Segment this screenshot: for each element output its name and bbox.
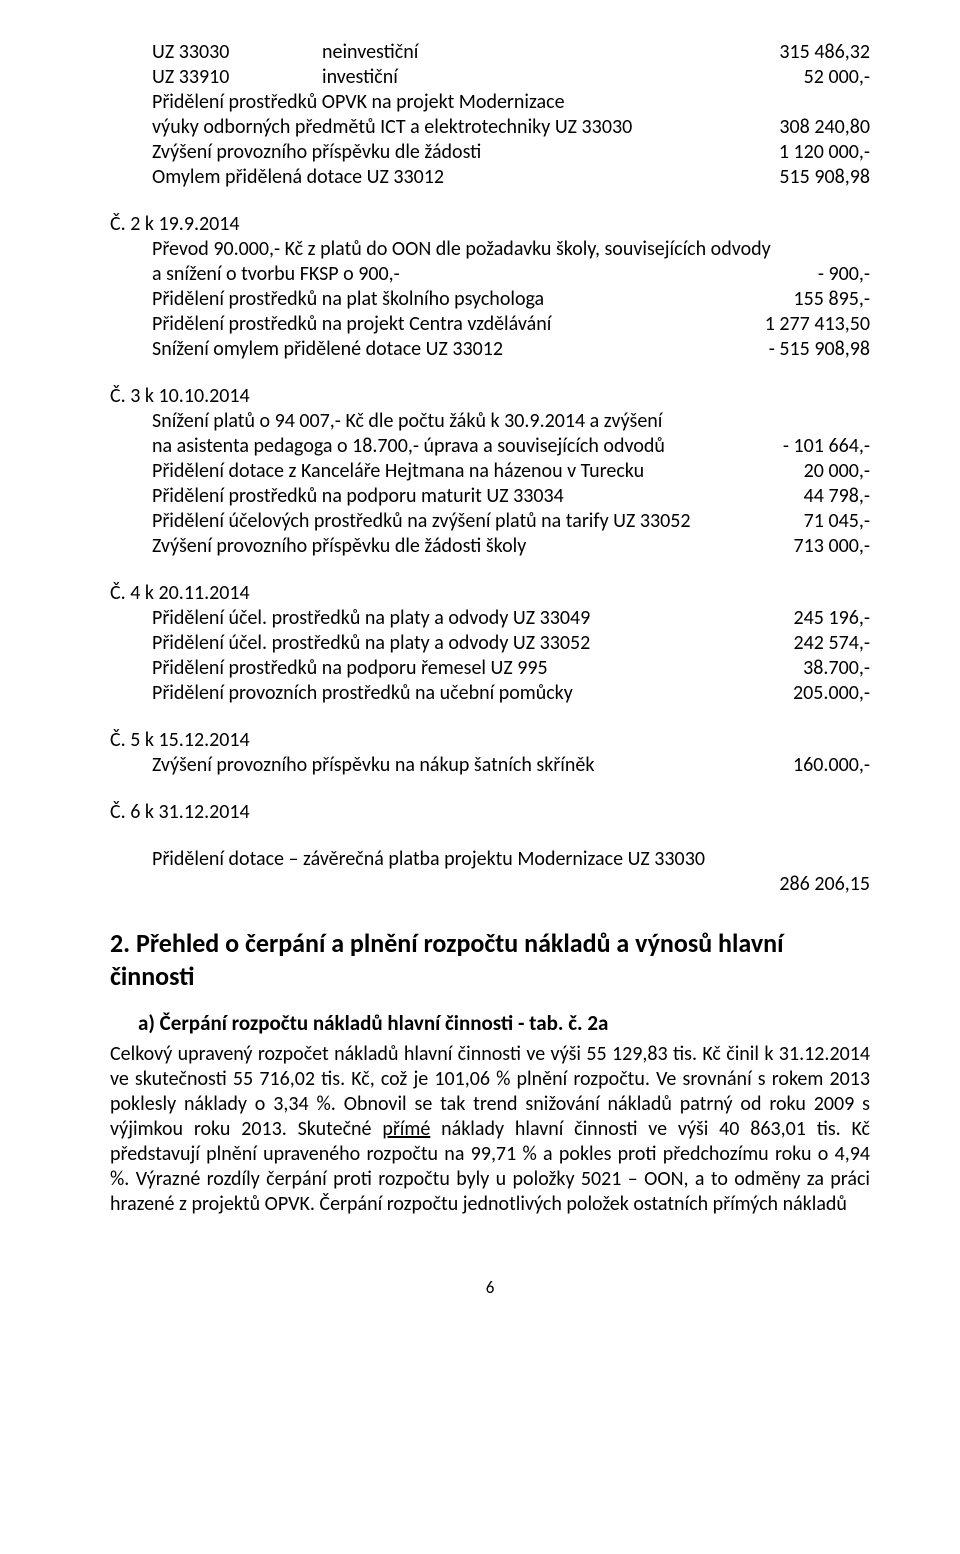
label: výuky odborných předmětů ICT a elektrote… xyxy=(152,115,759,140)
label: Omylem přidělená dotace UZ 33012 xyxy=(152,165,759,190)
label: UZ 33030 xyxy=(152,40,322,65)
label: a snížení o tvorbu FKSP o 900,- xyxy=(152,262,798,287)
value: 205.000,- xyxy=(773,681,870,706)
label xyxy=(152,872,759,897)
label: investiční xyxy=(322,65,784,90)
value: 44 798,- xyxy=(784,484,870,509)
section-c4-head: Č. 4 k 20.11.2014 xyxy=(110,581,870,606)
value: 52 000,- xyxy=(784,65,870,90)
value: 245 196,- xyxy=(774,606,870,631)
section-c3-head: Č. 3 k 10.10.2014 xyxy=(110,384,870,409)
label: neinvestiční xyxy=(322,40,759,65)
text-row: Přidělení prostředků na plat školního ps… xyxy=(152,287,870,312)
label: Přidělení dotace z Kanceláře Hejtmana na… xyxy=(152,459,784,484)
label: Zvýšení provozního příspěvku na nákup ša… xyxy=(152,753,773,778)
text-line: Snížení platů o 94 007,- Kč dle počtu žá… xyxy=(152,409,870,434)
section-2-title: 2. Přehled o čerpání a plnění rozpočtu n… xyxy=(110,927,870,992)
text-row: na asistenta pedagoga o 18.700,- úprava … xyxy=(152,434,870,459)
label: Přidělení prostředků na podporu maturit … xyxy=(152,484,784,509)
value: 71 045,- xyxy=(784,509,870,534)
value: 38.700,- xyxy=(783,656,870,681)
value: - 515 908,98 xyxy=(749,337,870,362)
label: Přidělení prostředků na podporu řemesel … xyxy=(152,656,783,681)
section-c6-head: Č. 6 k 31.12.2014 xyxy=(110,800,870,825)
label: Přidělení prostředků na plat školního ps… xyxy=(152,287,774,312)
value: 286 206,15 xyxy=(759,872,870,897)
text-row: výuky odborných předmětů ICT a elektrote… xyxy=(152,115,870,140)
value: 160.000,- xyxy=(773,753,870,778)
value: - 900,- xyxy=(798,262,870,287)
text-row: a snížení o tvorbu FKSP o 900,- - 900,- xyxy=(152,262,870,287)
text-row: Omylem přidělená dotace UZ 33012 515 908… xyxy=(152,165,870,190)
text-row: Přidělení prostředků na projekt Centra v… xyxy=(152,312,870,337)
value: - 101 664,- xyxy=(763,434,870,459)
text-row: Zvýšení provozního příspěvku na nákup ša… xyxy=(152,753,870,778)
value: 155 895,- xyxy=(774,287,870,312)
section-2a-paragraph: Celkový upravený rozpočet nákladů hlavní… xyxy=(110,1042,870,1217)
value: 20 000,- xyxy=(784,459,870,484)
line-uz33910: UZ 33910 investiční 52 000,- xyxy=(152,65,870,90)
label: na asistenta pedagoga o 18.700,- úprava … xyxy=(152,434,763,459)
value: 315 486,32 xyxy=(759,40,870,65)
label: Přidělení účel. prostředků na platy a od… xyxy=(152,631,774,656)
value: 308 240,80 xyxy=(759,115,870,140)
text-row: Zvýšení provozního příspěvku dle žádosti… xyxy=(152,140,870,165)
value: 242 574,- xyxy=(774,631,870,656)
text-row: 286 206,15 xyxy=(152,872,870,897)
line-uz33030: UZ 33030 neinvestiční 315 486,32 xyxy=(152,40,870,65)
label: Snížení omylem přidělené dotace UZ 33012 xyxy=(152,337,749,362)
text-row: Snížení omylem přidělené dotace UZ 33012… xyxy=(152,337,870,362)
value: 1 120 000,- xyxy=(759,140,870,165)
value: 515 908,98 xyxy=(759,165,870,190)
text-row: Zvýšení provozního příspěvku dle žádosti… xyxy=(152,534,870,559)
text-row: Přidělení účel. prostředků na platy a od… xyxy=(152,631,870,656)
label: Přidělení prostředků na projekt Centra v… xyxy=(152,312,745,337)
text-line: Převod 90.000,- Kč z platů do OON dle po… xyxy=(152,237,870,262)
section-2a-subhead: a) Čerpání rozpočtu nákladů hlavní činno… xyxy=(110,1010,870,1036)
label: Přidělení účel. prostředků na platy a od… xyxy=(152,606,774,631)
text-row: Přidělení účel. prostředků na platy a od… xyxy=(152,606,870,631)
text-row: Přidělení prostředků na podporu řemesel … xyxy=(152,656,870,681)
section-c5-head: Č. 5 k 15.12.2014 xyxy=(110,728,870,753)
text-row: Přidělení provozních prostředků na učebn… xyxy=(152,681,870,706)
label: Přidělení účelových prostředků na zvýšen… xyxy=(152,509,784,534)
text-row: Přidělení účelových prostředků na zvýšen… xyxy=(152,509,870,534)
text-line: Přidělení prostředků OPVK na projekt Mod… xyxy=(152,90,870,115)
label: Přidělení provozních prostředků na učebn… xyxy=(152,681,773,706)
para-underline: přímé xyxy=(382,1117,430,1141)
text-row: Přidělení prostředků na podporu maturit … xyxy=(152,484,870,509)
value: 713 000,- xyxy=(774,534,870,559)
value: 1 277 413,50 xyxy=(745,312,870,337)
text-row: Přidělení dotace z Kanceláře Hejtmana na… xyxy=(152,459,870,484)
label: Zvýšení provozního příspěvku dle žádosti xyxy=(152,140,759,165)
section-c2-head: Č. 2 k 19.9.2014 xyxy=(110,212,870,237)
text-line: Přidělení dotace – závěrečná platba proj… xyxy=(152,847,870,872)
label: UZ 33910 xyxy=(152,65,322,90)
label: Zvýšení provozního příspěvku dle žádosti… xyxy=(152,534,774,559)
page-number: 6 xyxy=(110,1277,870,1298)
